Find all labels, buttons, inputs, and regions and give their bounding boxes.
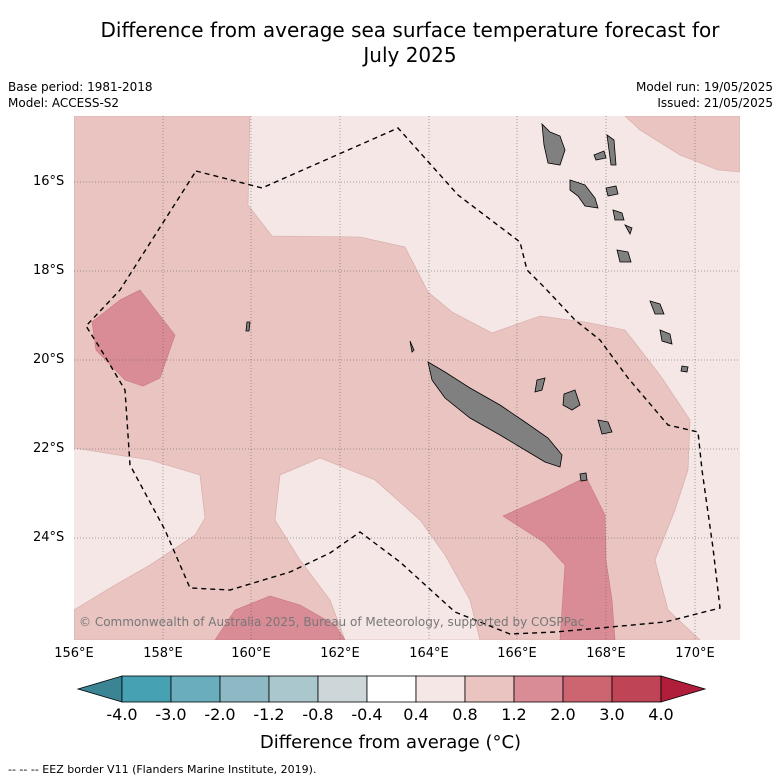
map-area bbox=[74, 116, 740, 640]
erromango-island bbox=[616, 249, 632, 263]
lon-label-170e: 170°E bbox=[675, 646, 715, 661]
colorbar-cell-9 bbox=[513, 675, 564, 703]
meta-left: Base period: 1981-2018 Model: ACCESS-S2 bbox=[8, 79, 153, 111]
colorbar-cell-8 bbox=[464, 675, 515, 703]
lon-label-156e: 156°E bbox=[54, 646, 94, 661]
colorbar-cell-6 bbox=[366, 675, 417, 703]
tanna-island bbox=[649, 300, 665, 315]
colorbar-label: 0.4 bbox=[403, 705, 429, 724]
colorbar-cell-2 bbox=[170, 675, 221, 703]
colorbar-cell-5 bbox=[317, 675, 368, 703]
colorbar-label: -2.0 bbox=[204, 705, 236, 724]
colorbar-cell-3 bbox=[219, 675, 270, 703]
lat-label-18s: 18°S bbox=[33, 263, 65, 278]
colorbar-label: -0.4 bbox=[351, 705, 383, 724]
colorbar bbox=[76, 675, 707, 703]
anomaly-band-warm-sw bbox=[214, 595, 346, 640]
eez-footnote: -- -- -- EEZ border V11 (Flanders Marine… bbox=[8, 763, 317, 776]
model-name: Model: ACCESS-S2 bbox=[8, 96, 120, 110]
lat-label-16s: 16°S bbox=[33, 174, 65, 189]
belep-islet bbox=[409, 340, 415, 353]
lon-label-162e: 162°E bbox=[320, 646, 360, 661]
vanuatu-island-3 bbox=[605, 185, 619, 197]
chesterfield-islet bbox=[245, 321, 251, 332]
anomaly-band-medium-ne bbox=[624, 116, 740, 173]
lat-label-20s: 20°S bbox=[33, 352, 65, 367]
malekula-island bbox=[569, 179, 599, 209]
colorbar-cell-7 bbox=[415, 675, 466, 703]
map-title: Difference from average sea surface temp… bbox=[60, 18, 760, 68]
colorbar-cell-11 bbox=[611, 675, 662, 703]
colorbar-label: -4.0 bbox=[106, 705, 138, 724]
colorbar-label: -0.8 bbox=[302, 705, 334, 724]
graticule bbox=[74, 116, 740, 640]
colorbar-label: 1.2 bbox=[501, 705, 527, 724]
colorbar-label: 3.0 bbox=[599, 705, 625, 724]
espiritu-santo-island bbox=[541, 122, 566, 166]
colorbar-cell-1 bbox=[121, 675, 172, 703]
anomaly-band-light-tongue bbox=[274, 457, 481, 640]
new-caledonia-island bbox=[427, 361, 563, 468]
eez-border bbox=[85, 127, 721, 635]
issued-date: Issued: 21/05/2025 bbox=[657, 96, 773, 110]
lat-label-24s: 24°S bbox=[33, 530, 65, 545]
colorbar-title: Difference from average (°C) bbox=[259, 732, 522, 753]
colorbar-cell-4 bbox=[268, 675, 319, 703]
colorbar-max-arrow bbox=[660, 675, 707, 703]
vanuatu-island-2 bbox=[606, 134, 617, 166]
colorbar-label: -3.0 bbox=[155, 705, 187, 724]
meta-right: Model run: 19/05/2025 Issued: 21/05/2025 bbox=[636, 79, 773, 111]
colorbar-cell-10 bbox=[562, 675, 613, 703]
lon-label-160e: 160°E bbox=[231, 646, 271, 661]
small-island-east bbox=[680, 365, 689, 373]
efate-island bbox=[612, 209, 625, 221]
loyalty-island-3 bbox=[534, 377, 546, 393]
colorbar-label: 2.0 bbox=[550, 705, 576, 724]
colorbar-label: 0.8 bbox=[452, 705, 478, 724]
land bbox=[245, 122, 689, 482]
isle-of-pines bbox=[579, 472, 588, 482]
base-period: Base period: 1981-2018 bbox=[8, 80, 153, 94]
lon-label-168e: 168°E bbox=[586, 646, 626, 661]
vanuatu-island-4 bbox=[624, 224, 633, 235]
vanuatu-island-1 bbox=[593, 150, 607, 161]
colorbar-min-arrow bbox=[76, 675, 123, 703]
colorbar-label: 4.0 bbox=[648, 705, 674, 724]
model-run: Model run: 19/05/2025 bbox=[635, 80, 773, 94]
title-line-2: July 2025 bbox=[363, 43, 457, 67]
anomaly-band-warm-south bbox=[502, 476, 616, 640]
aneityum-island bbox=[659, 329, 673, 345]
loyalty-island-1 bbox=[562, 389, 581, 411]
lon-label-164e: 164°E bbox=[409, 646, 449, 661]
anomaly-band-warm-west bbox=[91, 289, 176, 387]
copyright-notice: © Commonwealth of Australia 2025, Bureau… bbox=[79, 615, 585, 629]
title-line-1: Difference from average sea surface temp… bbox=[100, 18, 720, 42]
colorbar-label: -1.2 bbox=[253, 705, 285, 724]
loyalty-island-2 bbox=[597, 419, 613, 435]
lon-label-166e: 166°E bbox=[497, 646, 537, 661]
lon-label-158e: 158°E bbox=[143, 646, 183, 661]
lat-label-22s: 22°S bbox=[33, 441, 65, 456]
